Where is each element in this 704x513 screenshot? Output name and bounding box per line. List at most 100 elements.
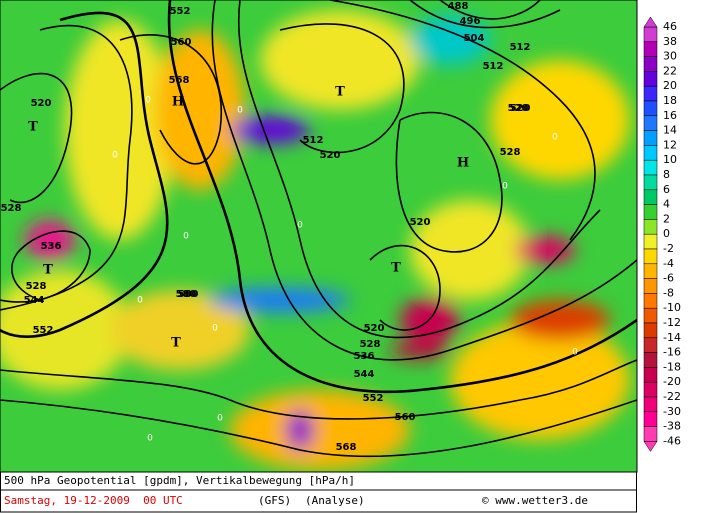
legend-swatch — [643, 145, 658, 161]
isohypse-label: 520 — [510, 103, 531, 114]
footer-model: (GFS) — [258, 494, 291, 507]
legend-swatch — [643, 307, 658, 324]
legend-swatch — [643, 411, 658, 427]
isohypse-label: 520 — [31, 98, 52, 109]
isohypse-label: 544 — [24, 295, 45, 306]
pressure-center-label: T — [171, 336, 181, 351]
zero-label: 0 — [112, 151, 118, 161]
legend-label: 46 — [663, 20, 677, 33]
pressure-center-label: T — [391, 261, 401, 276]
zero-label: 0 — [502, 182, 508, 192]
legend-arrow-top — [643, 16, 658, 28]
legend-label: -6 — [663, 272, 674, 285]
isohypse-label: 520 — [508, 103, 529, 114]
legend-swatch — [643, 426, 658, 442]
legend-swatch — [643, 396, 658, 413]
legend-label: -16 — [663, 346, 681, 359]
pressure-center-label: T — [43, 263, 53, 278]
footer-credit: © www.wetter3.de — [482, 494, 588, 507]
pressure-center-label: T — [28, 120, 38, 135]
isohypse-label: 504 — [464, 33, 485, 44]
legend-label: 22 — [663, 64, 677, 77]
isohypse-label: 560 — [395, 412, 416, 423]
isohypse-label: 536 — [354, 351, 375, 362]
pressure-center-label: H — [457, 156, 469, 171]
isohypse-label: 536 — [41, 241, 62, 252]
legend-label: 30 — [663, 50, 677, 63]
legend-swatch — [643, 115, 658, 131]
legend: 4638302220181614121086420-2-4-6-8-10-12-… — [643, 16, 681, 452]
legend-label: -12 — [663, 316, 681, 329]
legend-label: -8 — [663, 286, 674, 299]
zero-label: 0 — [217, 414, 223, 424]
isohypse-label: 552 — [33, 325, 54, 336]
isohypse-label: 496 — [460, 16, 481, 27]
isohypse-label: 488 — [448, 1, 469, 12]
legend-swatch — [643, 248, 658, 265]
zero-label: 0 — [183, 232, 189, 242]
isohypse-label: 528 — [500, 147, 521, 158]
legend-label: -38 — [663, 420, 681, 433]
legend-swatch — [643, 381, 658, 398]
legend-swatch — [643, 174, 658, 191]
isohypse-label: 512 — [303, 135, 324, 146]
legend-label: 16 — [663, 109, 677, 122]
legend-swatch — [643, 26, 658, 43]
legend-swatch — [643, 322, 658, 339]
isohypse-label: 560 — [171, 37, 192, 48]
isohypse-label: 512 — [483, 61, 504, 72]
isohypse-label: 580 — [176, 289, 197, 300]
zero-label: 0 — [297, 221, 303, 231]
legend-arrow-bottom — [643, 441, 658, 452]
legend-label: -14 — [663, 331, 681, 344]
legend-label: -22 — [663, 390, 681, 403]
legend-label: 12 — [663, 138, 677, 151]
legend-swatch — [643, 159, 658, 176]
legend-label: -20 — [663, 375, 681, 388]
legend-swatch — [643, 85, 658, 102]
isohypse-label: 568 — [169, 75, 190, 86]
pressure-center-label: H — [172, 95, 184, 110]
pressure-center-label: T — [335, 85, 345, 100]
legend-label: 20 — [663, 79, 677, 92]
zero-label: 0 — [237, 106, 243, 116]
legend-label: -18 — [663, 360, 681, 373]
legend-swatch — [643, 367, 658, 383]
zero-label: 0 — [212, 324, 218, 334]
legend-label: -46 — [663, 434, 681, 447]
legend-swatch — [643, 293, 658, 309]
isohypse-label: 512 — [510, 42, 531, 53]
isohypse-label: 552 — [170, 6, 191, 17]
legend-swatch — [643, 56, 658, 72]
zero-label: 0 — [572, 348, 578, 358]
isohypse-label: 520 — [410, 217, 431, 228]
legend-label: -4 — [663, 257, 674, 270]
isohypse-label: 568 — [336, 442, 357, 453]
legend-label: 2 — [663, 212, 670, 225]
isohypse-label: 580 — [178, 289, 199, 300]
legend-label: 8 — [663, 168, 670, 181]
isohypse-label: 528 — [26, 281, 47, 292]
legend-swatch — [643, 278, 658, 294]
legend-label: 10 — [663, 153, 677, 166]
footer-date: Samstag, 19-12-2009 00 UTC — [4, 494, 183, 507]
legend-label: 4 — [663, 198, 670, 211]
footer-title: 500 hPa Geopotential [gpdm], Vertikalbew… — [4, 474, 355, 487]
footer-run: (Analyse) — [305, 494, 365, 507]
legend-swatch — [643, 100, 658, 117]
footer-frame — [0, 471, 637, 513]
legend-swatch — [643, 233, 658, 250]
legend-label: 14 — [663, 124, 677, 137]
zero-label: 0 — [552, 133, 558, 143]
legend-swatch — [643, 337, 658, 353]
legend-label: 6 — [663, 183, 670, 196]
zero-label: 0 — [147, 434, 153, 444]
zero-label: 0 — [137, 296, 143, 306]
legend-label: 0 — [663, 227, 670, 240]
isohypse-label: 544 — [354, 369, 375, 380]
isohypse-label: 528 — [360, 339, 381, 350]
legend-swatch — [643, 71, 658, 87]
isohypse-label: 520 — [364, 323, 385, 334]
legend-swatch — [643, 41, 658, 57]
